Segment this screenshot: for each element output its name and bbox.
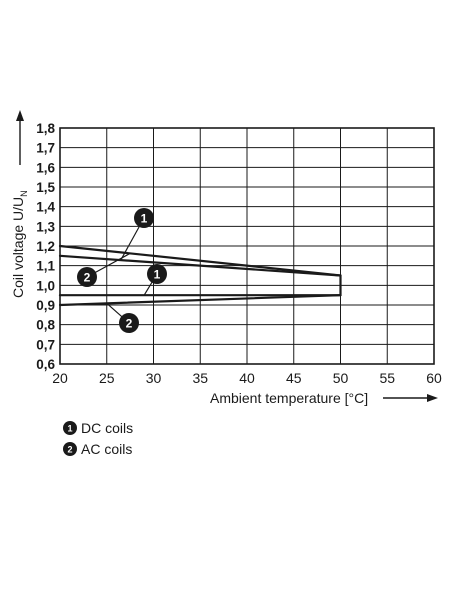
series-marker-circle <box>119 313 139 333</box>
y-tick-label: 1,8 <box>36 121 55 136</box>
y-axis-label: Coil voltage U/UN <box>10 190 29 298</box>
legend-marker-number: 1 <box>67 424 72 434</box>
y-tick-label: 0,9 <box>36 298 55 313</box>
legend-marker-circle <box>63 442 77 456</box>
y-tick-label: 1,7 <box>36 141 55 156</box>
x-tick-label: 35 <box>192 370 208 386</box>
y-tick-label: 1,2 <box>36 239 55 254</box>
x-tick-label: 25 <box>99 370 115 386</box>
series-marker-number: 2 <box>84 271 91 285</box>
tick-labels: 20 25 30 35 40 45 50 55 60 0,6 0,7 0,8 0,9 1,0 1,1 1,2 1… <box>36 121 442 386</box>
series-marker-number: 1 <box>154 268 161 282</box>
series-markers: 1 2 1 2 <box>77 208 167 333</box>
series-line-upper <box>58 244 342 277</box>
y-tick-label: 0,8 <box>36 318 55 333</box>
legend-marker-number: 2 <box>67 445 72 455</box>
legend: 1 DC coils 2 AC coils <box>63 420 133 457</box>
y-tick-label: 1,1 <box>36 259 55 274</box>
y-tick-label: 1,0 <box>36 278 55 293</box>
x-axis-arrow-head-icon <box>427 394 438 402</box>
y-axis-title: Coil voltage U/UN <box>10 110 29 298</box>
legend-label: AC coils <box>81 441 132 457</box>
x-axis-label: Ambient temperature [°C] <box>210 390 368 406</box>
x-tick-label: 30 <box>146 370 162 386</box>
series-marker-number: 2 <box>126 317 133 331</box>
x-tick-label: 50 <box>333 370 349 386</box>
x-tick-label: 45 <box>286 370 302 386</box>
leader-lines <box>86 217 158 324</box>
y-tick-label: 0,6 <box>36 357 55 372</box>
legend-marker-circle <box>63 421 77 435</box>
x-axis-title: Ambient temperature [°C] <box>210 390 438 406</box>
y-tick-label: 1,5 <box>36 180 55 195</box>
series-marker-number: 1 <box>141 212 148 226</box>
x-tick-label: 55 <box>379 370 395 386</box>
series-marker-circle <box>134 208 154 228</box>
y-tick-label: 0,7 <box>36 337 55 352</box>
y-tick-label: 1,6 <box>36 160 55 175</box>
y-axis-label-main: Coil voltage U/U <box>10 197 26 298</box>
y-axis-arrow-head-icon <box>16 110 24 121</box>
x-tick-label: 60 <box>426 370 442 386</box>
y-axis-label-subscript: N <box>19 190 29 197</box>
x-tick-label: 20 <box>52 370 68 386</box>
series-marker-circle <box>147 264 167 284</box>
y-tick-label: 1,3 <box>36 219 55 234</box>
series-marker-circle <box>77 267 97 287</box>
legend-label: DC coils <box>81 420 133 436</box>
y-tick-label: 1,4 <box>36 200 55 215</box>
x-tick-label: 40 <box>239 370 255 386</box>
grid <box>59 127 435 365</box>
series-line-upper <box>58 254 342 277</box>
